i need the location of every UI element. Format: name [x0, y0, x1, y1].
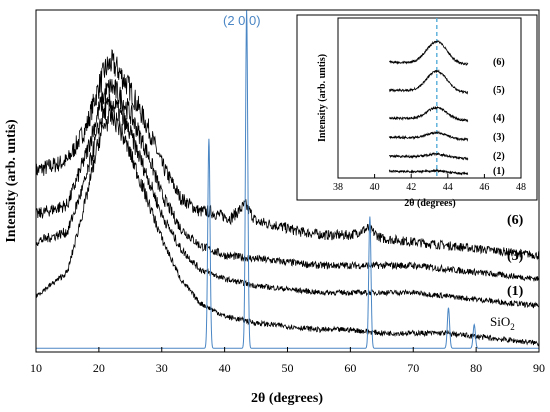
- inset-y-axis-title: Intensity (arb. untis): [317, 54, 328, 142]
- series-label-sio2: SiO2: [490, 314, 515, 332]
- inset-x-axis-title: 2θ (degrees): [404, 198, 455, 209]
- inset-series-label: (5): [493, 85, 505, 96]
- inset-trace-5: [388, 152, 469, 161]
- inset-x-tick-label: 38: [333, 182, 343, 193]
- inset-x-tick-label: 44: [443, 182, 453, 193]
- inset-trace-3: [388, 105, 469, 123]
- inset-trace-1: [389, 40, 469, 66]
- inset-trace-6: [388, 168, 469, 176]
- sio2-base: SiO: [490, 314, 510, 329]
- trace-3: [35, 93, 540, 309]
- inset-series-label: (1): [493, 166, 505, 177]
- main-traces: [35, 49, 540, 347]
- x-tick-label: 10: [30, 361, 42, 375]
- inset-series-label: (4): [493, 113, 505, 124]
- trace-2: [35, 78, 540, 282]
- inset-plot-area: [337, 17, 522, 179]
- x-tick-label: 90: [533, 361, 545, 375]
- inset-frame: [296, 14, 538, 201]
- trace-4: [35, 107, 540, 347]
- x-tick-label: 60: [344, 361, 356, 375]
- inset-x-tick-label: 42: [406, 182, 416, 193]
- inset-series-label: (6): [493, 57, 505, 68]
- inset-x-tick-label: 40: [370, 182, 380, 193]
- x-tick-label: 70: [407, 361, 419, 375]
- x-tick-label: 30: [156, 361, 168, 375]
- main-x-ticks: 10 20 30 40 50 60 70 80 90: [30, 347, 545, 375]
- main-x-axis-title: 2θ (degrees): [251, 391, 323, 406]
- inset-series-label: (2): [493, 151, 505, 162]
- trace-1: [35, 49, 540, 261]
- x-tick-label: 40: [219, 361, 231, 375]
- x-tick-label: 50: [282, 361, 294, 375]
- inset-traces: [388, 40, 469, 176]
- series-label-1: (1): [507, 284, 524, 299]
- x-tick-label: 20: [93, 361, 105, 375]
- peak-label-200: (2 0 0): [223, 13, 261, 28]
- inset-series-labels: (6) (5) (4) (3) (2) (1): [493, 57, 505, 177]
- inset-x-tick-label: 46: [479, 182, 489, 193]
- inset-x-ticks: 38 40 42 44 46 48: [333, 174, 526, 193]
- main-y-axis-title: Intensity (arb. untis): [4, 119, 19, 243]
- inset-x-tick-label: 48: [516, 182, 526, 193]
- sio2-sub: 2: [510, 322, 515, 332]
- inset-trace-2: [388, 69, 469, 95]
- series-label-6: (6): [507, 213, 524, 228]
- series-label-3: (3): [507, 249, 524, 264]
- inset-trace-4: [388, 130, 469, 142]
- inset-series-label: (3): [493, 132, 505, 143]
- x-tick-label: 80: [470, 361, 482, 375]
